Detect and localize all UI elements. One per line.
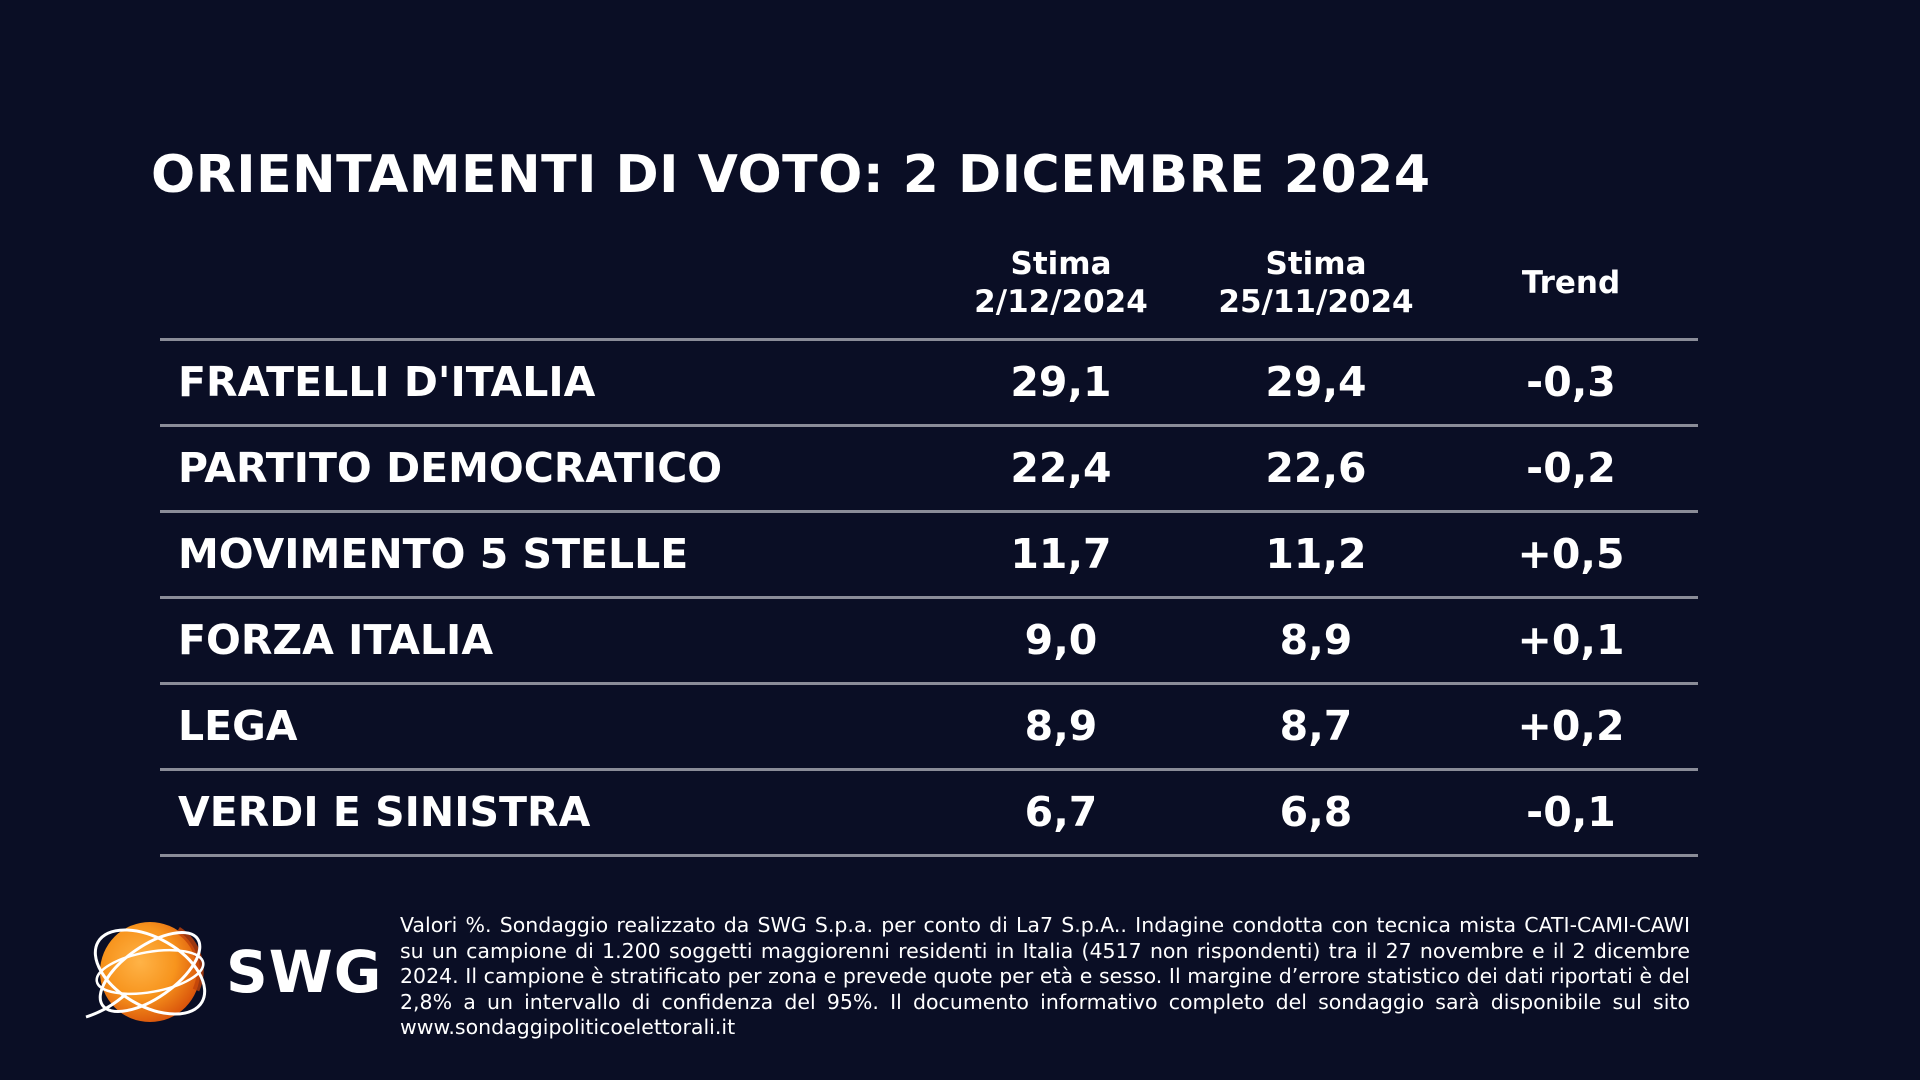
party-name: FRATELLI D'ITALIA: [178, 358, 596, 406]
trend-value: -0,1: [1526, 788, 1616, 836]
column-header-trend: Trend: [1521, 265, 1621, 301]
party-name: FORZA ITALIA: [178, 616, 494, 664]
column-header-current-date: 2/12/2024: [974, 284, 1148, 320]
table-row: MOVIMENTO 5 STELLE 11,7 11,2 +0,5: [160, 513, 1698, 599]
previous-estimate-value: 11,2: [1265, 530, 1367, 578]
page-title: ORIENTAMENTI DI VOTO: 2 DICEMBRE 2024: [151, 145, 1431, 205]
current-estimate-value: 22,4: [1010, 444, 1112, 492]
column-header-current-label: Stima: [1010, 246, 1112, 282]
previous-estimate-value: 22,6: [1265, 444, 1367, 492]
table-row: VERDI E SINISTRA 6,7 6,8 -0,1: [160, 771, 1698, 857]
current-estimate-value: 6,7: [1024, 788, 1098, 836]
column-header-current-estimate: Stima 2/12/2024: [911, 245, 1211, 321]
table-header: Stima 2/12/2024 Stima 25/11/2024 Trend: [160, 245, 1698, 341]
previous-estimate-value: 8,7: [1279, 702, 1353, 750]
orange-globe-icon: [85, 922, 207, 1022]
poll-table: Stima 2/12/2024 Stima 25/11/2024 Trend F…: [160, 245, 1698, 857]
trend-value: +0,2: [1517, 702, 1625, 750]
previous-estimate-value: 8,9: [1279, 616, 1353, 664]
trend-value: +0,5: [1517, 530, 1625, 578]
column-header-previous-date: 25/11/2024: [1218, 284, 1414, 320]
current-estimate-value: 29,1: [1010, 358, 1112, 406]
trend-value: -0,3: [1526, 358, 1616, 406]
party-name: PARTITO DEMOCRATICO: [178, 444, 723, 492]
table-row: FRATELLI D'ITALIA 29,1 29,4 -0,3: [160, 341, 1698, 427]
table-row: LEGA 8,9 8,7 +0,2: [160, 685, 1698, 771]
column-header-previous-estimate: Stima 25/11/2024: [1166, 245, 1466, 321]
current-estimate-value: 9,0: [1024, 616, 1098, 664]
party-name: VERDI E SINISTRA: [178, 788, 591, 836]
current-estimate-value: 8,9: [1024, 702, 1098, 750]
swg-logo-text: SWG: [226, 938, 383, 1006]
table-row: FORZA ITALIA 9,0 8,9 +0,1: [160, 599, 1698, 685]
previous-estimate-value: 29,4: [1265, 358, 1367, 406]
trend-value: -0,2: [1526, 444, 1616, 492]
column-header-previous-label: Stima: [1265, 246, 1367, 282]
party-name: MOVIMENTO 5 STELLE: [178, 530, 689, 578]
methodology-footnote: Valori %. Sondaggio realizzato da SWG S.…: [400, 913, 1690, 1039]
previous-estimate-value: 6,8: [1279, 788, 1353, 836]
trend-value: +0,1: [1517, 616, 1625, 664]
current-estimate-value: 11,7: [1010, 530, 1112, 578]
table-row: PARTITO DEMOCRATICO 22,4 22,6 -0,2: [160, 427, 1698, 513]
party-name: LEGA: [178, 702, 298, 750]
